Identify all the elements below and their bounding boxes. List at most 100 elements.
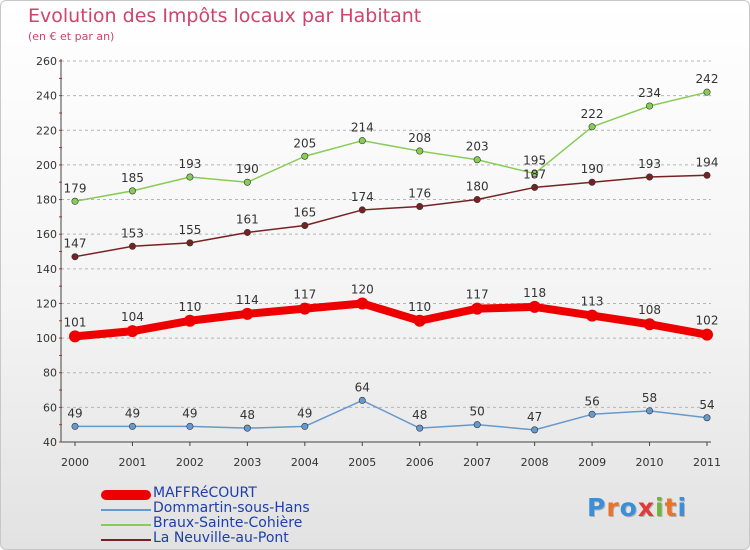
data-point [588, 123, 596, 131]
data-point [586, 309, 599, 322]
data-point [588, 410, 596, 418]
logo-letter: i [677, 493, 688, 522]
data-point [473, 196, 481, 204]
data-point [416, 424, 424, 432]
data-label: 56 [584, 394, 599, 408]
data-label: 195 [523, 154, 546, 168]
data-label: 117 [466, 288, 489, 302]
chart-title: Evolution des Impôts locaux par Habitant [28, 5, 422, 27]
data-point [71, 422, 79, 430]
y-tick-label: 240 [36, 90, 57, 103]
data-label: 120 [351, 282, 374, 296]
data-label: 50 [470, 405, 485, 419]
data-label: 113 [581, 295, 604, 309]
data-label: 49 [67, 406, 82, 420]
data-point [703, 171, 711, 179]
data-point [703, 414, 711, 422]
data-label: 214 [351, 121, 374, 135]
legend-label: La Neuville-au-Pont [153, 530, 289, 546]
data-point [531, 426, 539, 434]
data-point [301, 422, 309, 430]
data-point [358, 206, 366, 214]
data-point [528, 300, 541, 313]
x-tick-label: 2008 [521, 456, 549, 469]
data-point [243, 228, 251, 236]
data-label: 64 [355, 380, 370, 394]
y-tick-label: 40 [43, 436, 57, 449]
chart-subtitle: (en € et par an) [28, 30, 115, 43]
data-label: 176 [408, 186, 431, 200]
data-point [243, 424, 251, 432]
data-label: 108 [638, 303, 661, 317]
x-tick-label: 2002 [176, 456, 204, 469]
logo-letter: t [664, 493, 678, 522]
data-point [358, 137, 366, 145]
data-point [243, 178, 251, 186]
data-label: 48 [412, 408, 427, 422]
series-line [74, 399, 708, 431]
legend-label: Braux-Sainte-Cohière [153, 515, 303, 531]
data-point [701, 328, 713, 341]
data-label: 193 [178, 157, 201, 171]
data-label: 161 [236, 212, 259, 226]
logo-letter: o [619, 493, 638, 522]
data-point [241, 307, 254, 320]
legend-label: MAFFRéCOURT [153, 485, 257, 501]
data-label: 49 [182, 406, 197, 420]
data-label: 58 [642, 391, 657, 405]
legend-swatch [101, 509, 151, 511]
data-label: 110 [408, 300, 431, 314]
data-label: 208 [408, 131, 431, 145]
data-point [531, 170, 539, 178]
x-tick-label: 2007 [463, 456, 491, 469]
data-label: 153 [121, 226, 144, 240]
legend-swatch [101, 524, 151, 526]
y-tick-label: 200 [36, 159, 57, 172]
data-point [646, 407, 654, 415]
data-label: 203 [466, 140, 489, 154]
data-point [588, 178, 596, 186]
logo-letter: P [587, 493, 607, 522]
data-label: 165 [293, 206, 316, 220]
data-point [473, 421, 481, 429]
data-point [356, 297, 369, 310]
data-point [646, 173, 654, 181]
data-point [69, 330, 81, 343]
data-label: 118 [523, 286, 546, 300]
data-point [416, 202, 424, 210]
data-point [703, 88, 711, 96]
legend-swatch [101, 490, 151, 500]
data-label: 205 [293, 136, 316, 150]
data-point [126, 325, 139, 338]
y-tick-label: 160 [36, 228, 57, 241]
y-tick-label: 180 [36, 194, 57, 207]
data-point [71, 197, 79, 205]
data-label: 187 [523, 167, 546, 181]
data-label: 54 [699, 398, 714, 412]
x-tick-label: 2009 [578, 456, 606, 469]
x-tick-label: 2010 [636, 456, 664, 469]
data-point [186, 239, 194, 247]
y-tick-label: 100 [36, 332, 57, 345]
data-point [128, 422, 136, 430]
data-label: 180 [466, 180, 489, 194]
data-label: 110 [178, 300, 201, 314]
data-label: 222 [581, 107, 604, 121]
x-tick-label: 2003 [233, 456, 261, 469]
data-label: 104 [121, 310, 144, 324]
data-label: 234 [638, 86, 661, 100]
proxiti-logo: Proxiti [587, 493, 687, 522]
x-tick-label: 2001 [118, 456, 146, 469]
data-point [298, 302, 311, 315]
logo-letter: i [655, 493, 665, 522]
y-tick-label: 260 [36, 55, 57, 68]
data-label: 193 [638, 157, 661, 171]
data-point [531, 183, 539, 191]
x-tick-label: 2000 [61, 456, 89, 469]
data-label: 242 [696, 72, 719, 86]
data-point [413, 314, 426, 327]
data-label: 47 [527, 410, 542, 424]
series-line [74, 174, 708, 258]
data-label: 179 [64, 181, 87, 195]
